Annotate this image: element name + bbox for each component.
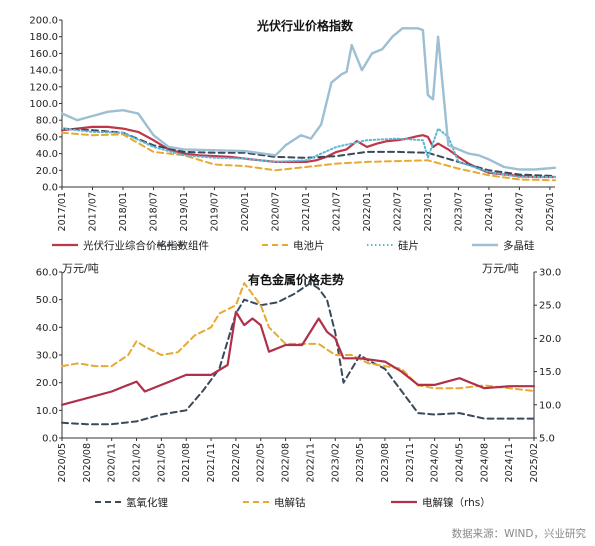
y-tick-label: 60.0 (36, 132, 58, 143)
y-right-tick-label: 10.0 (539, 400, 561, 411)
x-tick-label: 2023/02 (330, 443, 341, 482)
y-tick-label: 0.0 (42, 434, 58, 445)
series-line-4 (60, 27, 557, 171)
legend-label-1: 组件 (188, 239, 209, 252)
x-tick-label: 2021/11 (206, 443, 217, 482)
y-tick-label: 140.0 (29, 66, 58, 77)
x-tick-label: 2025/02 (529, 443, 540, 482)
x-tick-label: 2022/11 (305, 443, 316, 482)
x-tick-label: 2022/08 (281, 443, 292, 482)
series-line-0 (60, 125, 557, 179)
x-tick-label: 2024/08 (479, 443, 490, 482)
x-tick-label: 2025/01 (545, 192, 556, 231)
x-tick-label: 2018/01 (118, 192, 129, 231)
y-tick-label: 50.0 (36, 295, 58, 306)
legend-label-1: 电解钴 (274, 496, 306, 509)
y-tick-label: 200.0 (29, 16, 58, 27)
x-tick-label: 2022/05 (256, 443, 267, 482)
x-tick-label: 2023/05 (355, 443, 366, 482)
x-tick-label: 2021/08 (181, 443, 192, 482)
series-line-2 (60, 310, 536, 406)
x-tick-label: 2024/11 (504, 443, 515, 482)
x-tick-label: 2021/05 (156, 443, 167, 482)
x-tick-label: 2023/08 (380, 443, 391, 482)
y-right-tick-label: 25.0 (539, 301, 561, 312)
x-tick-label: 2024/02 (430, 443, 441, 482)
x-tick-label: 2024/07 (514, 192, 525, 231)
series-line-2 (61, 131, 556, 182)
x-tick-label: 2023/11 (405, 443, 416, 482)
x-tick-label: 2024/05 (454, 443, 465, 482)
y-tick-label: 40.0 (36, 149, 58, 160)
x-tick-label: 2023/07 (453, 192, 464, 231)
y-tick-label: 30.0 (36, 351, 58, 362)
y-tick-label: 80.0 (36, 116, 58, 127)
data-source-note: 数据来源：WIND，兴业研究 (452, 527, 587, 540)
x-tick-label: 2022/01 (362, 192, 373, 231)
chart1-title: 光伏行业价格指数 (256, 18, 354, 33)
y-tick-label: 160.0 (29, 49, 58, 60)
legend-label-4: 多晶硅 (503, 239, 535, 252)
legend-label-2: 电池片 (293, 239, 325, 252)
series-line-0 (61, 282, 535, 426)
legend-label-3: 硅片 (398, 239, 419, 252)
legend-label-2: 电解镍（rhs） (422, 496, 491, 509)
y-right-tick-label: 30.0 (539, 268, 561, 279)
x-tick-label: 2019/07 (209, 192, 220, 231)
x-tick-label: 2020/11 (107, 443, 118, 482)
legend-label-0: 氢氧化锂 (126, 496, 168, 509)
pv-price-index-chart: 光伏行业价格指数 0.0 20.0 40.0 60.0 80.0 100.0 120.0 14… (29, 16, 557, 252)
x-tick-label: 2020/01 (240, 192, 251, 231)
x-tick-label: 2024/01 (484, 192, 495, 231)
y-tick-label: 180.0 (29, 32, 58, 43)
y-right-tick-label: 20.0 (539, 334, 561, 345)
y-tick-label: 40.0 (36, 323, 58, 334)
x-tick-label: 2019/01 (179, 192, 190, 231)
x-tick-label: 2021/07 (331, 192, 342, 231)
y-tick-label: 0.0 (42, 183, 58, 194)
y-right-tick-label: 5.0 (539, 434, 555, 445)
y-right-tick-label: 15.0 (539, 367, 561, 378)
y-tick-label: 20.0 (36, 166, 58, 177)
x-tick-label: 2021/01 (301, 192, 312, 231)
x-tick-label: 2017/07 (87, 192, 98, 231)
y-tick-label: 60.0 (36, 268, 58, 279)
x-tick-label: 2021/02 (132, 443, 143, 482)
x-tick-label: 2020/07 (270, 192, 281, 231)
y-tick-label: 10.0 (36, 406, 58, 417)
y-tick-label: 120.0 (29, 82, 58, 93)
left-axis-unit: 万元/吨 (62, 262, 99, 275)
nonferrous-price-chart: 有色金属价格走势 万元/吨 万元/吨 0.0 10.0 20.0 30.0 40.0 50… (36, 262, 562, 509)
x-tick-label: 2017/01 (57, 192, 68, 231)
series-line-3 (61, 127, 556, 178)
chart2-title: 有色金属价格走势 (248, 272, 344, 287)
x-tick-label: 2020/08 (82, 443, 93, 482)
right-axis-unit: 万元/吨 (482, 262, 519, 275)
y-tick-label: 100.0 (29, 99, 58, 110)
y-tick-label: 20.0 (36, 378, 58, 389)
x-tick-label: 2020/05 (57, 443, 68, 482)
legend-label-0: 光伏行业综合价格指数 (83, 239, 188, 252)
x-tick-label: 2023/01 (423, 192, 434, 231)
series-line-1 (61, 282, 535, 392)
x-tick-label: 2018/07 (148, 192, 159, 231)
x-tick-label: 2022/02 (231, 443, 242, 482)
x-tick-label: 2022/07 (392, 192, 403, 231)
